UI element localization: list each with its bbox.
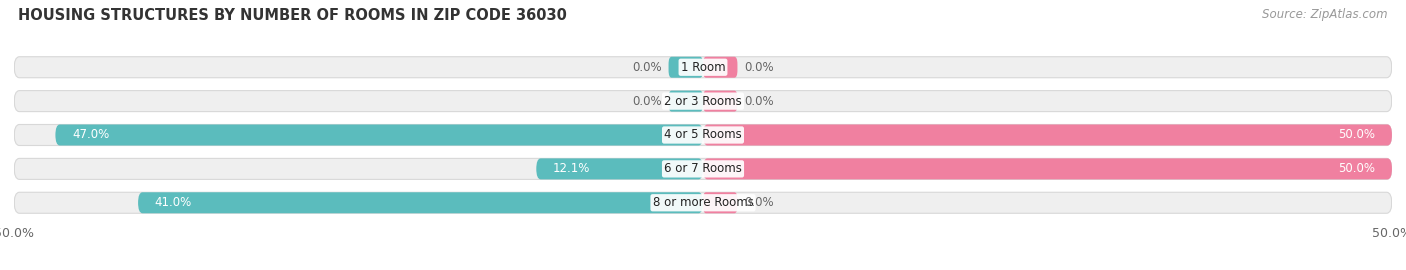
- FancyBboxPatch shape: [14, 192, 1392, 213]
- FancyBboxPatch shape: [14, 158, 1392, 179]
- FancyBboxPatch shape: [703, 57, 738, 78]
- FancyBboxPatch shape: [669, 57, 703, 78]
- Text: 47.0%: 47.0%: [72, 129, 110, 141]
- FancyBboxPatch shape: [14, 91, 1392, 112]
- Text: 0.0%: 0.0%: [744, 94, 773, 108]
- Text: HOUSING STRUCTURES BY NUMBER OF ROOMS IN ZIP CODE 36030: HOUSING STRUCTURES BY NUMBER OF ROOMS IN…: [18, 8, 567, 23]
- Text: 8 or more Rooms: 8 or more Rooms: [652, 196, 754, 209]
- Text: Source: ZipAtlas.com: Source: ZipAtlas.com: [1263, 8, 1388, 21]
- Text: 50.0%: 50.0%: [1339, 129, 1375, 141]
- FancyBboxPatch shape: [703, 91, 738, 112]
- Text: 1 Room: 1 Room: [681, 61, 725, 74]
- FancyBboxPatch shape: [14, 124, 1392, 146]
- FancyBboxPatch shape: [14, 57, 1392, 78]
- FancyBboxPatch shape: [703, 192, 738, 213]
- Text: 6 or 7 Rooms: 6 or 7 Rooms: [664, 162, 742, 176]
- Text: 0.0%: 0.0%: [744, 61, 773, 74]
- FancyBboxPatch shape: [138, 192, 703, 213]
- Text: 41.0%: 41.0%: [155, 196, 191, 209]
- FancyBboxPatch shape: [536, 158, 703, 179]
- Text: 50.0%: 50.0%: [1339, 162, 1375, 176]
- Text: 0.0%: 0.0%: [744, 196, 773, 209]
- Text: 2 or 3 Rooms: 2 or 3 Rooms: [664, 94, 742, 108]
- FancyBboxPatch shape: [703, 124, 1392, 146]
- FancyBboxPatch shape: [669, 91, 703, 112]
- Text: 4 or 5 Rooms: 4 or 5 Rooms: [664, 129, 742, 141]
- FancyBboxPatch shape: [55, 124, 703, 146]
- Text: 0.0%: 0.0%: [633, 61, 662, 74]
- Text: 12.1%: 12.1%: [553, 162, 591, 176]
- Text: 0.0%: 0.0%: [633, 94, 662, 108]
- FancyBboxPatch shape: [703, 158, 1392, 179]
